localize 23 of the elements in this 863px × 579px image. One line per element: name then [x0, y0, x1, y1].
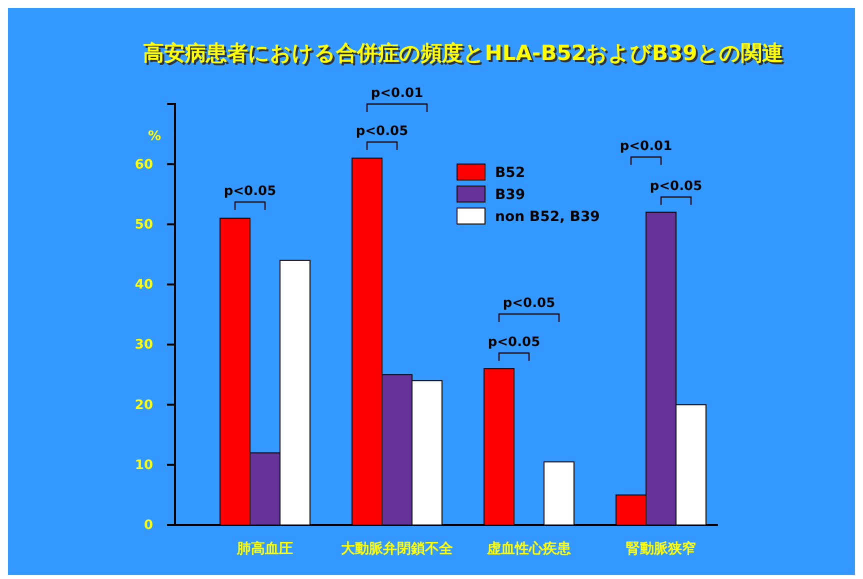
- annotation: p<0.05: [488, 335, 540, 350]
- y-tick-label: 20: [134, 398, 153, 413]
- chart-title: 高安病患者における合併症の頻度とHLA-B52およびB39との関連: [144, 43, 786, 67]
- legend-label: B52: [495, 165, 526, 181]
- legend-label: non B52, B39: [495, 209, 600, 225]
- y-tick-label: 60: [134, 157, 153, 172]
- annotation: p<0.05: [502, 296, 556, 311]
- y-tick-label: 40: [134, 278, 153, 293]
- annotation: p<0.01: [620, 139, 672, 154]
- x-tick-label: 腎動脈狭窄: [626, 540, 696, 557]
- text: p<0.01: [370, 86, 424, 101]
- y-axis-title: %: [148, 129, 161, 144]
- y-tick-label: 50: [134, 217, 153, 232]
- y-tick-label: 10: [134, 458, 153, 474]
- x-tick-label: 肺高血圧: [236, 540, 293, 557]
- y-tick-label: 30: [134, 338, 153, 353]
- legend-label: B39: [495, 187, 526, 203]
- annotation: p<0.05: [650, 179, 702, 194]
- y-tick-label: 0: [144, 518, 153, 534]
- annotation: p<0.05: [224, 184, 276, 199]
- x-tick-label: 虚血性心疾患: [486, 540, 572, 557]
- annotation: p<0.05: [356, 124, 408, 139]
- x-tick-label: 大動脈弁閉鎖不全: [341, 540, 454, 557]
